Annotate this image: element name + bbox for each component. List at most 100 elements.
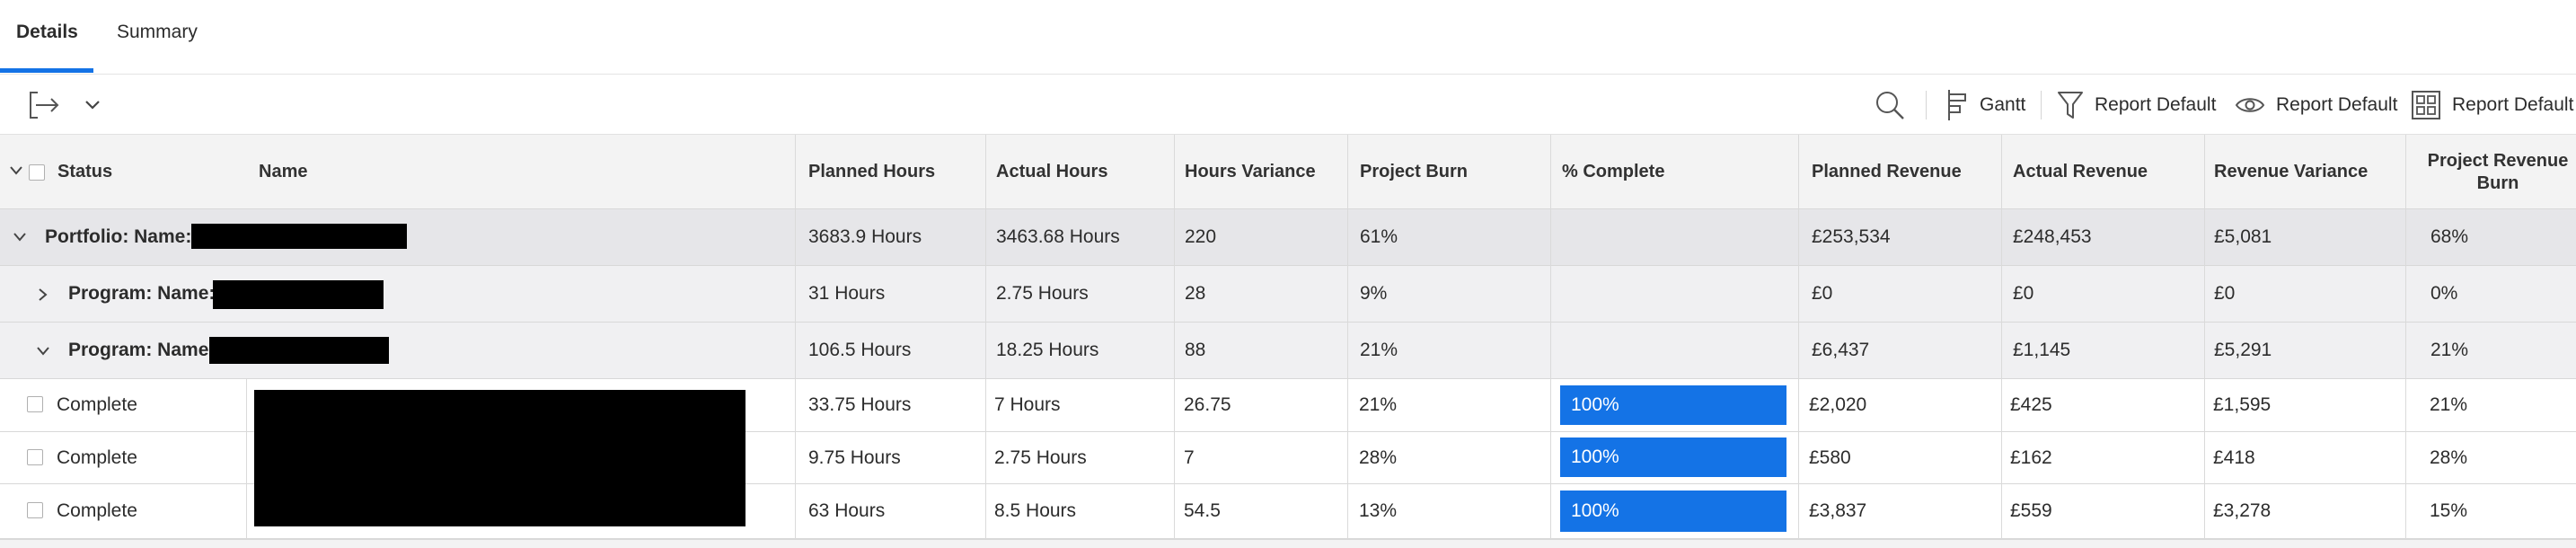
revenue-variance: £5,291 bbox=[2214, 340, 2272, 360]
actual-revenue: £0 bbox=[2013, 283, 2034, 304]
row-checkbox[interactable] bbox=[27, 502, 43, 518]
pct-complete-bar: 100% bbox=[1560, 491, 1786, 532]
hours-variance: 28 bbox=[1185, 283, 1206, 304]
pct-complete-bar: 100% bbox=[1560, 385, 1786, 425]
hours-variance: 7 bbox=[1184, 446, 1195, 468]
grid-footer bbox=[0, 539, 2576, 548]
column-header-planned-revenue[interactable]: Planned Revenue bbox=[1812, 162, 1962, 181]
project-burn: 9% bbox=[1360, 283, 1388, 304]
column-divider bbox=[2405, 135, 2406, 539]
column-header-pct-complete[interactable]: % Complete bbox=[1562, 162, 1665, 181]
tab-summary[interactable]: Summary bbox=[117, 22, 198, 42]
program-name-label: Program: Name: bbox=[68, 283, 216, 304]
project-burn: 13% bbox=[1359, 500, 1398, 521]
filter-icon bbox=[2058, 92, 2083, 119]
column-header-status[interactable]: Status bbox=[57, 162, 113, 181]
row-checkbox[interactable] bbox=[27, 396, 43, 412]
gantt-button[interactable]: Gantt bbox=[1944, 75, 2025, 135]
actual-hours: 2.75 Hours bbox=[994, 446, 1087, 468]
grid-header: Status Name Planned Hours Actual Hours H… bbox=[0, 135, 2576, 209]
export-dropdown-button[interactable] bbox=[84, 75, 101, 135]
column-header-actual-revenue[interactable]: Actual Revenue bbox=[2013, 162, 2148, 181]
grouping-label: Report Default bbox=[2452, 94, 2574, 115]
column-divider bbox=[1347, 135, 1348, 539]
filter-button[interactable]: Report Default bbox=[2057, 75, 2216, 135]
column-header-actual-hours[interactable]: Actual Hours bbox=[996, 162, 1108, 181]
planned-hours: 3683.9 Hours bbox=[808, 226, 922, 247]
toolbar-divider bbox=[2041, 91, 2042, 119]
grouping-icon bbox=[2412, 91, 2440, 119]
planned-revenue: £0 bbox=[1812, 283, 1833, 304]
actual-hours: 3463.68 Hours bbox=[996, 226, 1120, 247]
search-icon bbox=[1876, 92, 1904, 119]
redacted-portfolio-name bbox=[191, 224, 407, 249]
active-tab-indicator bbox=[0, 68, 93, 73]
tab-details[interactable]: Details bbox=[16, 22, 78, 42]
chevron-down-icon[interactable] bbox=[13, 232, 27, 243]
actual-hours: 2.75 Hours bbox=[996, 283, 1089, 304]
actual-hours: 18.25 Hours bbox=[996, 340, 1099, 360]
revenue-variance: £5,081 bbox=[2214, 226, 2272, 247]
planned-revenue: £580 bbox=[1809, 446, 1851, 468]
revenue-variance: £418 bbox=[2213, 446, 2255, 468]
program-name-label: Program: Name: bbox=[68, 340, 216, 360]
planned-revenue: £2,020 bbox=[1809, 394, 1867, 415]
column-divider bbox=[985, 135, 986, 539]
view-button[interactable]: Report Default bbox=[2235, 75, 2397, 135]
column-divider bbox=[2204, 135, 2205, 539]
actual-hours: 7 Hours bbox=[994, 394, 1061, 415]
portfolio-row[interactable]: Portfolio: Name: 3683.9 Hours 3463.68 Ho… bbox=[0, 209, 2576, 266]
gantt-icon bbox=[1948, 90, 1966, 120]
row-checkbox[interactable] bbox=[27, 449, 43, 465]
chevron-down-icon[interactable] bbox=[36, 346, 50, 357]
gantt-label: Gantt bbox=[1980, 94, 2026, 115]
program-row[interactable]: Program: Name: 31 Hours 2.75 Hours 28 9%… bbox=[0, 266, 2576, 323]
eye-icon bbox=[2235, 98, 2265, 112]
project-burn: 21% bbox=[1360, 340, 1398, 360]
actual-revenue: £248,453 bbox=[2013, 226, 2092, 247]
export-button[interactable] bbox=[27, 75, 61, 135]
task-status: Complete bbox=[57, 500, 137, 521]
task-status: Complete bbox=[57, 394, 137, 415]
project-burn: 21% bbox=[1359, 394, 1398, 415]
revenue-burn: 21% bbox=[2430, 340, 2469, 360]
column-header-hours-variance[interactable]: Hours Variance bbox=[1185, 162, 1316, 181]
column-header-name[interactable]: Name bbox=[259, 162, 308, 181]
column-header-project-revenue-burn-line2: Burn bbox=[2476, 172, 2519, 193]
collapse-all-icon[interactable] bbox=[9, 165, 23, 176]
grouping-button[interactable]: Report Default bbox=[2411, 75, 2573, 135]
select-all-checkbox[interactable] bbox=[29, 164, 45, 181]
column-divider bbox=[2001, 135, 2002, 539]
revenue-variance: £1,595 bbox=[2213, 394, 2272, 415]
column-divider bbox=[795, 135, 796, 539]
actual-revenue: £425 bbox=[2010, 394, 2052, 415]
redacted-task-names bbox=[254, 390, 745, 526]
column-header-project-burn[interactable]: Project Burn bbox=[1360, 162, 1469, 181]
revenue-burn: 15% bbox=[2430, 500, 2468, 521]
export-icon bbox=[30, 92, 59, 119]
planned-hours: 9.75 Hours bbox=[808, 446, 901, 468]
column-header-project-revenue-burn[interactable]: Project Revenue Burn bbox=[2411, 135, 2576, 209]
project-burn: 28% bbox=[1359, 446, 1398, 468]
revenue-burn: 21% bbox=[2430, 394, 2468, 415]
planned-hours: 31 Hours bbox=[808, 283, 886, 304]
redacted-program-name bbox=[209, 337, 389, 364]
revenue-burn: 68% bbox=[2430, 226, 2469, 247]
revenue-variance: £3,278 bbox=[2213, 500, 2272, 521]
program-row[interactable]: Program: Name: 106.5 Hours 18.25 Hours 8… bbox=[0, 323, 2576, 379]
filter-label: Report Default bbox=[2095, 94, 2217, 115]
chevron-right-icon[interactable] bbox=[38, 287, 49, 302]
column-header-planned-hours[interactable]: Planned Hours bbox=[808, 162, 936, 181]
revenue-burn: 28% bbox=[2430, 446, 2468, 468]
hours-variance: 26.75 bbox=[1184, 394, 1231, 415]
planned-revenue: £3,837 bbox=[1809, 500, 1867, 521]
actual-revenue: £1,145 bbox=[2013, 340, 2071, 360]
column-header-revenue-variance[interactable]: Revenue Variance bbox=[2214, 162, 2369, 181]
tab-bar: Details Summary bbox=[0, 0, 2576, 75]
search-button[interactable] bbox=[1874, 75, 1906, 135]
hours-variance: 88 bbox=[1185, 340, 1206, 360]
hours-variance: 54.5 bbox=[1184, 500, 1221, 521]
actual-revenue: £559 bbox=[2010, 500, 2052, 521]
hours-variance: 220 bbox=[1185, 226, 1217, 247]
toolbar-divider bbox=[1926, 91, 1927, 119]
